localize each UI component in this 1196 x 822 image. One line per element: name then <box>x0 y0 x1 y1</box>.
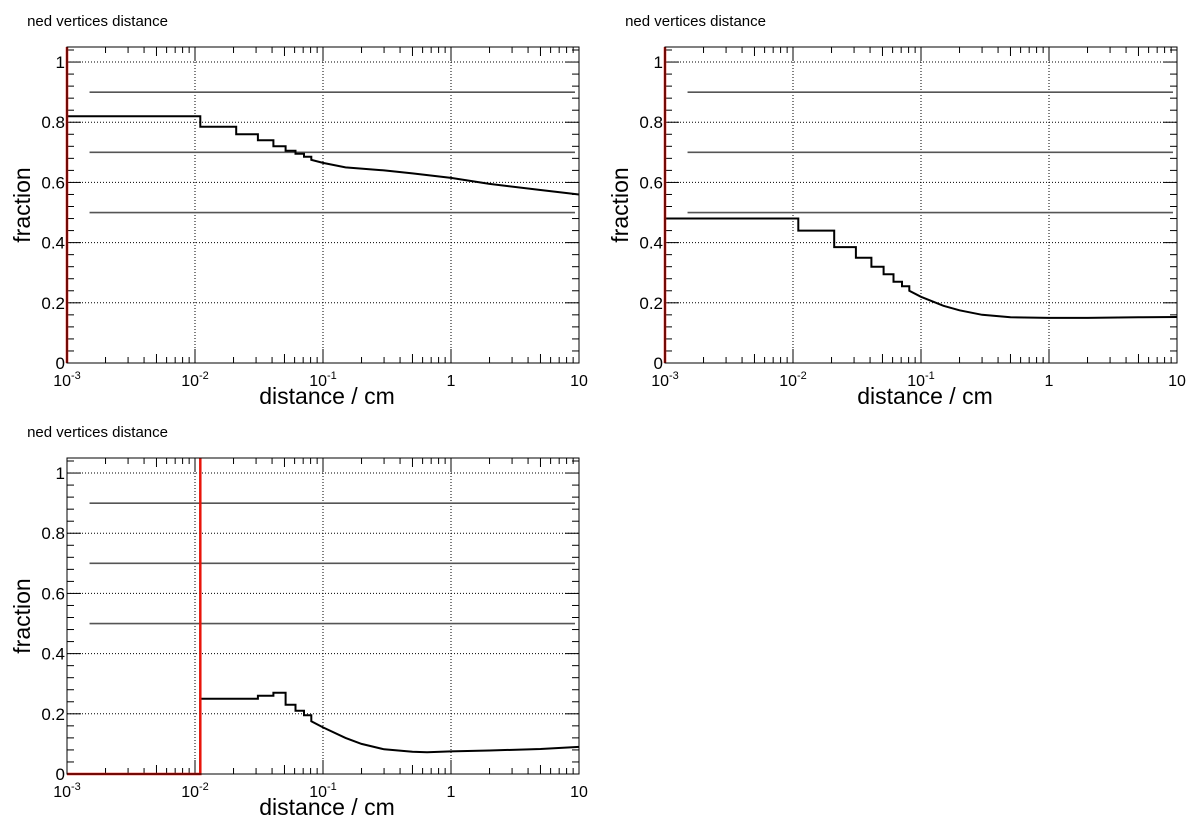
x-tick-base: 1 <box>447 373 456 390</box>
chart-title: ned vertices distance <box>27 13 168 30</box>
x-tick-base: 10 <box>779 373 797 390</box>
x-tick-label: 10-1 <box>309 370 337 390</box>
y-tick-label: 0.6 <box>41 173 65 192</box>
x-tick-label: 1 <box>447 373 456 390</box>
chart-panel-3: ned vertices distance 0 0.2 0.4 0.6 0.8 1 10-3… <box>0 411 598 822</box>
y-tick-label: 0.4 <box>639 234 663 253</box>
plot-frame <box>66 46 580 364</box>
y-tick-label: 0.8 <box>639 113 663 132</box>
x-tick-label: 10-2 <box>779 370 807 390</box>
y-tick-label: 0.4 <box>41 645 65 664</box>
y-tick-label: 0.8 <box>41 113 65 132</box>
x-tick-exponent: -3 <box>71 370 81 382</box>
y-tick-label: 1 <box>56 53 65 72</box>
x-axis-title: distance / cm <box>259 794 395 820</box>
y-tick-label: 0.2 <box>41 294 65 313</box>
x-tick-base: 10 <box>907 373 925 390</box>
red-marker-line <box>67 458 202 776</box>
plot-frame <box>664 46 1178 364</box>
x-tick-base: 10 <box>651 373 669 390</box>
y-axis-title: fraction <box>607 167 633 242</box>
x-tick-label: 1 <box>447 784 456 801</box>
x-tick-exponent: -1 <box>327 370 337 382</box>
x-tick-label: 10-2 <box>181 370 209 390</box>
x-tick-base: 10 <box>309 784 327 801</box>
chart-panel-2: ned vertices distance 0 0.2 0.4 0.6 0.8 1 10-3… <box>598 0 1196 411</box>
x-tick-label: 10 <box>570 373 588 390</box>
x-tick-base: 10 <box>570 784 588 801</box>
y-axis-title: fraction <box>9 167 35 242</box>
x-tick-base: 10 <box>181 373 199 390</box>
x-tick-base: 10 <box>570 373 588 390</box>
chart-panel-1: ned vertices distance 0 0.2 0.4 0.6 0.8 1 10-3… <box>0 0 598 411</box>
y-tick-label: 0.6 <box>639 173 663 192</box>
y-tick-label: 0.2 <box>41 705 65 724</box>
y-tick-label: 1 <box>56 464 65 483</box>
x-tick-label: 10-3 <box>53 781 81 801</box>
x-axis-title: distance / cm <box>259 383 395 409</box>
chart-title: ned vertices distance <box>27 424 168 441</box>
y-tick-label: 0.2 <box>639 294 663 313</box>
x-tick-label: 10-1 <box>309 781 337 801</box>
x-tick-base: 10 <box>181 784 199 801</box>
x-tick-base: 1 <box>1045 373 1054 390</box>
y-tick-label: 0.4 <box>41 234 65 253</box>
data-series-line <box>199 691 580 774</box>
x-tick-exponent: -1 <box>925 370 935 382</box>
x-tick-base: 1 <box>447 784 456 801</box>
y-tick-label: 0 <box>56 765 65 784</box>
x-tick-label: 10-3 <box>53 370 81 390</box>
x-axis-title: distance / cm <box>857 383 993 409</box>
y-tick-label: 0.8 <box>41 524 65 543</box>
y-tick-label: 0.6 <box>41 584 65 603</box>
x-tick-base: 10 <box>53 784 71 801</box>
x-tick-exponent: -3 <box>71 781 81 793</box>
y-axis-title: fraction <box>9 578 35 653</box>
x-tick-label: 1 <box>1045 373 1054 390</box>
chart-title: ned vertices distance <box>625 13 766 30</box>
data-series-line <box>67 115 580 196</box>
x-tick-label: 10-3 <box>651 370 679 390</box>
x-tick-label: 10 <box>570 784 588 801</box>
x-tick-exponent: -2 <box>797 370 807 382</box>
x-tick-label: 10-1 <box>907 370 935 390</box>
x-tick-base: 10 <box>309 373 327 390</box>
y-tick-label: 0 <box>654 354 663 373</box>
x-tick-label: 10-2 <box>181 781 209 801</box>
x-tick-exponent: -3 <box>669 370 679 382</box>
x-tick-base: 10 <box>53 373 71 390</box>
x-tick-exponent: -2 <box>199 781 209 793</box>
y-tick-label: 1 <box>654 53 663 72</box>
x-tick-exponent: -1 <box>327 781 337 793</box>
y-tick-label: 0 <box>56 354 65 373</box>
x-tick-label: 10 <box>1168 373 1186 390</box>
x-tick-base: 10 <box>1168 373 1186 390</box>
data-series-line <box>665 217 1178 319</box>
x-tick-exponent: -2 <box>199 370 209 382</box>
plot-frame <box>66 457 580 775</box>
